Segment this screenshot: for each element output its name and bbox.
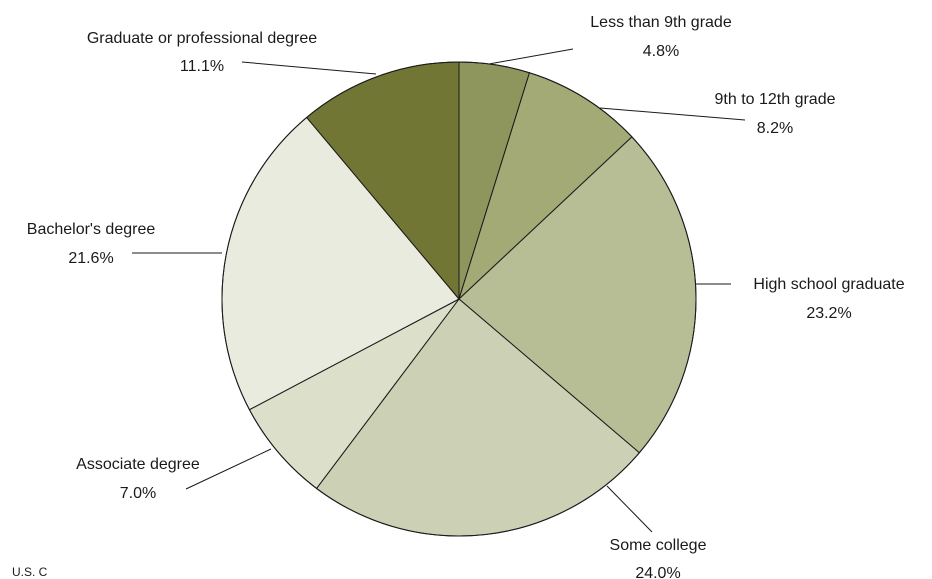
slice-label-less-than-9th-grade: Less than 9th grade (590, 14, 732, 31)
leader-line-associate-degree (185, 448, 272, 490)
leader-line-some-college (606, 485, 653, 533)
slice-value-less-than-9th-grade: 4.8% (643, 43, 679, 60)
pie-slices (221, 61, 697, 537)
slice-labels: Less than 9th grade 4.8% 9th to 12th grade… (27, 14, 905, 578)
slice-value-graduate-or-professional-degree: 11.1% (180, 58, 224, 75)
slice-label-associate-degree: Associate degree (76, 456, 200, 473)
leader-line-graduate-or-professional-degree (241, 61, 377, 75)
slice-label-some-college: Some college (610, 537, 707, 554)
slice-value-bachelor-s-degree: 21.6% (68, 250, 113, 267)
leader-line-9th-to-12th-grade (599, 107, 746, 121)
slice-label-bachelor-s-degree: Bachelor's degree (27, 221, 156, 238)
slice-label-9th-to-12th-grade: 9th to 12th grade (715, 91, 836, 108)
slice-value-some-college: 24.0% (635, 565, 680, 578)
slice-value-associate-degree: 7.0% (120, 485, 156, 502)
leader-line-less-than-9th-grade (488, 48, 574, 65)
slice-label-graduate-or-professional-degree: Graduate or professional degree (87, 30, 317, 47)
pie-outline (221, 61, 697, 537)
slice-label-high-school-graduate: High school graduate (753, 276, 904, 293)
slice-value-high-school-graduate: 23.2% (806, 305, 851, 322)
source-note: U.S. C (12, 565, 48, 579)
slice-value-9th-to-12th-grade: 8.2% (757, 120, 793, 137)
